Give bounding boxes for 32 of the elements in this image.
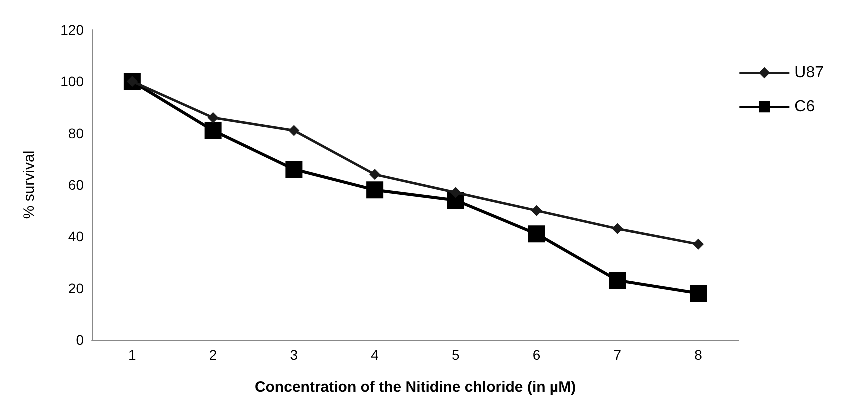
point bbox=[288, 125, 300, 136]
point bbox=[450, 187, 462, 198]
x-tick-label: 8 bbox=[694, 347, 703, 363]
point bbox=[609, 272, 626, 290]
y-axis-title: % survival bbox=[21, 150, 38, 220]
y-tick-label: 100 bbox=[60, 74, 84, 90]
point bbox=[208, 112, 219, 124]
x-tick-label: 1 bbox=[128, 347, 137, 363]
point bbox=[693, 238, 704, 250]
y-tick-label: 0 bbox=[76, 332, 84, 348]
point bbox=[366, 182, 384, 199]
y-tick-label: 20 bbox=[68, 280, 84, 296]
point bbox=[370, 169, 381, 180]
point bbox=[531, 205, 542, 216]
point bbox=[612, 223, 624, 234]
y-tick-label: 60 bbox=[68, 177, 84, 193]
x-tick-label: 4 bbox=[371, 347, 380, 363]
point bbox=[690, 285, 708, 302]
x-tick-label: 2 bbox=[209, 347, 218, 363]
legend-label: C6 bbox=[794, 98, 816, 116]
legend-label: U87 bbox=[794, 64, 824, 82]
x-tick-label: 7 bbox=[614, 347, 622, 363]
y-tick-label: 80 bbox=[68, 125, 84, 142]
point bbox=[204, 122, 222, 140]
x-tick-label: 3 bbox=[290, 347, 298, 363]
point bbox=[286, 161, 303, 178]
point bbox=[528, 226, 546, 243]
x-tick-label: 6 bbox=[532, 347, 541, 363]
y-tick-label: 120 bbox=[60, 22, 84, 38]
y-tick-label: 40 bbox=[68, 228, 84, 245]
x-tick-label: 5 bbox=[452, 347, 460, 363]
x-axis-title: Concentration of the Nitidine chloride (in µM) bbox=[254, 379, 576, 396]
